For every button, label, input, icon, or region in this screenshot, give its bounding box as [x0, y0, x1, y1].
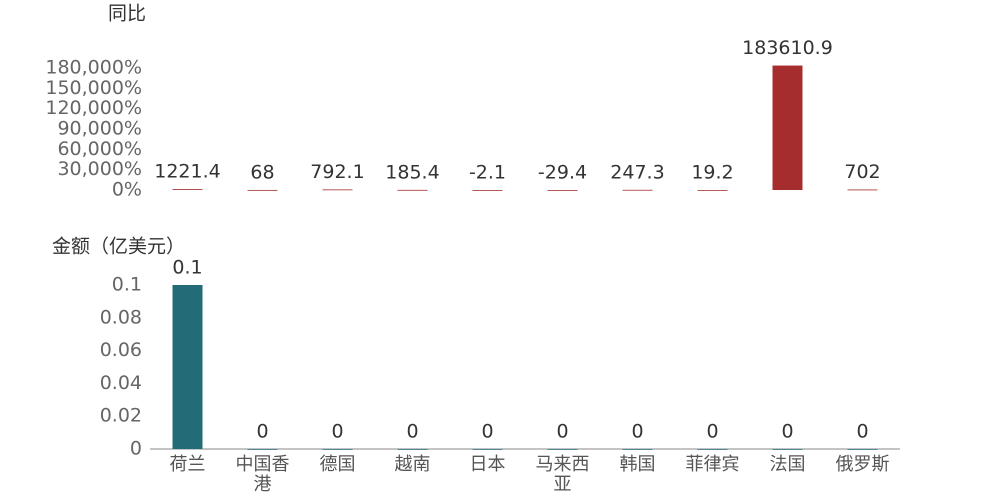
y-tick-label: 0.1 — [112, 274, 142, 296]
x-tick-label: 马来西亚 — [535, 454, 590, 495]
x-tick-label: 德国 — [319, 454, 356, 475]
x-tick-label: 菲律宾 — [685, 454, 740, 475]
y-tick-label: 60,000% — [57, 138, 142, 160]
bar — [547, 190, 578, 191]
y-tick-label: 0% — [112, 179, 142, 201]
y-tick-label: 30,000% — [57, 158, 142, 180]
value-label: -2.1 — [469, 162, 506, 184]
x-tick-label: 法国 — [769, 454, 806, 475]
bar — [847, 189, 878, 191]
y-tick-label: 180,000% — [45, 57, 142, 79]
chart-title: 金额（亿美元） — [52, 236, 185, 258]
x-tick-label: 荷兰 — [169, 454, 206, 475]
value-label: 19.2 — [691, 161, 733, 183]
x-tick-label: 俄罗斯 — [835, 454, 890, 475]
x-tick-label: 日本 — [469, 454, 506, 475]
value-label: 0 — [256, 421, 268, 443]
y-tick-label: 0.02 — [100, 405, 142, 427]
value-label: 0 — [406, 421, 418, 443]
bar — [172, 285, 203, 449]
bar — [622, 189, 653, 191]
value-label: 183610.9 — [742, 37, 833, 59]
bar — [247, 189, 278, 191]
value-label: 0 — [706, 421, 718, 443]
bar — [322, 449, 353, 450]
y-tick-label: 0.04 — [100, 372, 142, 394]
value-label: 0 — [631, 421, 643, 443]
x-tick-label: 韩国 — [619, 454, 656, 475]
bar — [847, 449, 878, 450]
bar — [547, 449, 578, 450]
y-tick-label: 0.06 — [100, 339, 142, 361]
bar — [772, 65, 803, 190]
bar — [472, 190, 503, 191]
bar — [697, 449, 728, 450]
value-label: 0 — [781, 421, 793, 443]
x-tick-label: 越南 — [394, 454, 431, 475]
bar — [172, 189, 203, 190]
chart-title: 同比 — [108, 3, 146, 25]
value-label: 1221.4 — [154, 161, 220, 183]
bar — [247, 449, 278, 450]
value-label: 68 — [250, 161, 274, 183]
value-label: 792.1 — [310, 161, 364, 183]
bar — [697, 189, 728, 191]
value-label: 247.3 — [610, 161, 664, 183]
bar — [397, 189, 428, 191]
y-tick-label: 150,000% — [45, 77, 142, 99]
bar — [772, 449, 803, 450]
x-tick-label: 中国香港 — [235, 454, 290, 495]
value-label: -29.4 — [538, 162, 587, 184]
value-label: 0 — [481, 421, 493, 443]
value-label: 0 — [856, 421, 868, 443]
bar — [622, 449, 653, 450]
value-label: 0 — [331, 421, 343, 443]
y-tick-label: 0.08 — [100, 306, 142, 328]
value-label: 0 — [556, 421, 568, 443]
y-tick-label: 90,000% — [57, 118, 142, 140]
value-label: 185.4 — [385, 161, 439, 183]
bar — [472, 449, 503, 450]
y-tick-label: 0 — [130, 438, 142, 460]
y-tick-label: 120,000% — [45, 97, 142, 119]
value-label: 702 — [844, 161, 880, 183]
bar — [397, 449, 428, 450]
bar — [322, 189, 353, 191]
value-label: 0.1 — [172, 257, 202, 279]
